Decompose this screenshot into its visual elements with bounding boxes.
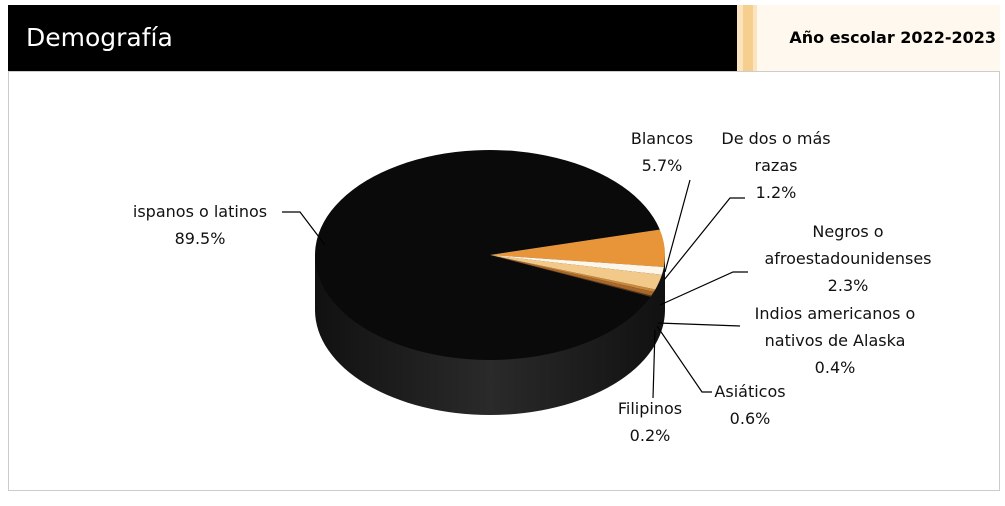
slice: [490, 229, 666, 267]
data-label: ispanos o latinos 89.5%: [100, 198, 300, 252]
data-label: Asiáticos 0.6%: [700, 378, 800, 432]
category-label: Asiáticos: [714, 382, 786, 401]
category-label: Filipinos: [617, 399, 683, 418]
data-label: Negros o afroestadounidenses 2.3%: [738, 218, 958, 299]
slices: [315, 150, 666, 361]
value-label: 2.3%: [827, 276, 869, 295]
category-label: Negros o afroestadounidenses: [764, 222, 932, 268]
school-year: Año escolar 2022-2023: [757, 5, 1000, 71]
category-label: Blancos: [630, 129, 694, 148]
category-label: Indios americanos o nativos de Alaska: [754, 304, 916, 350]
slice: [490, 255, 652, 297]
slice: [315, 150, 660, 361]
leader: [652, 329, 656, 399]
slice: [490, 255, 656, 292]
slice: [490, 255, 664, 275]
value-label: 89.5%: [174, 229, 226, 248]
value-label: 1.2%: [755, 183, 797, 202]
category-label: ispanos o latinos: [132, 202, 268, 221]
leader: [656, 325, 712, 393]
leader: [663, 197, 745, 281]
chart-panel: [8, 71, 1000, 491]
leader: [659, 271, 748, 306]
value-label: 5.7%: [641, 156, 683, 175]
leader: [664, 179, 691, 273]
data-label: Indios americanos o nativos de Alaska 0.4…: [740, 300, 930, 381]
slice: [490, 255, 654, 296]
value-label: 0.2%: [629, 426, 671, 445]
data-label: Blancos 5.7%: [612, 125, 712, 179]
data-label: De dos o más razas 1.2%: [706, 125, 846, 206]
data-label: Filipinos 0.2%: [600, 395, 700, 449]
value-label: 0.4%: [814, 358, 856, 377]
leader: [282, 211, 326, 246]
leader: [657, 322, 741, 327]
slice: [490, 255, 662, 290]
category-label: De dos o más razas: [721, 129, 831, 175]
header-title: Demografía: [8, 5, 737, 71]
stripe: [743, 5, 753, 71]
value-label: 0.6%: [729, 409, 771, 428]
